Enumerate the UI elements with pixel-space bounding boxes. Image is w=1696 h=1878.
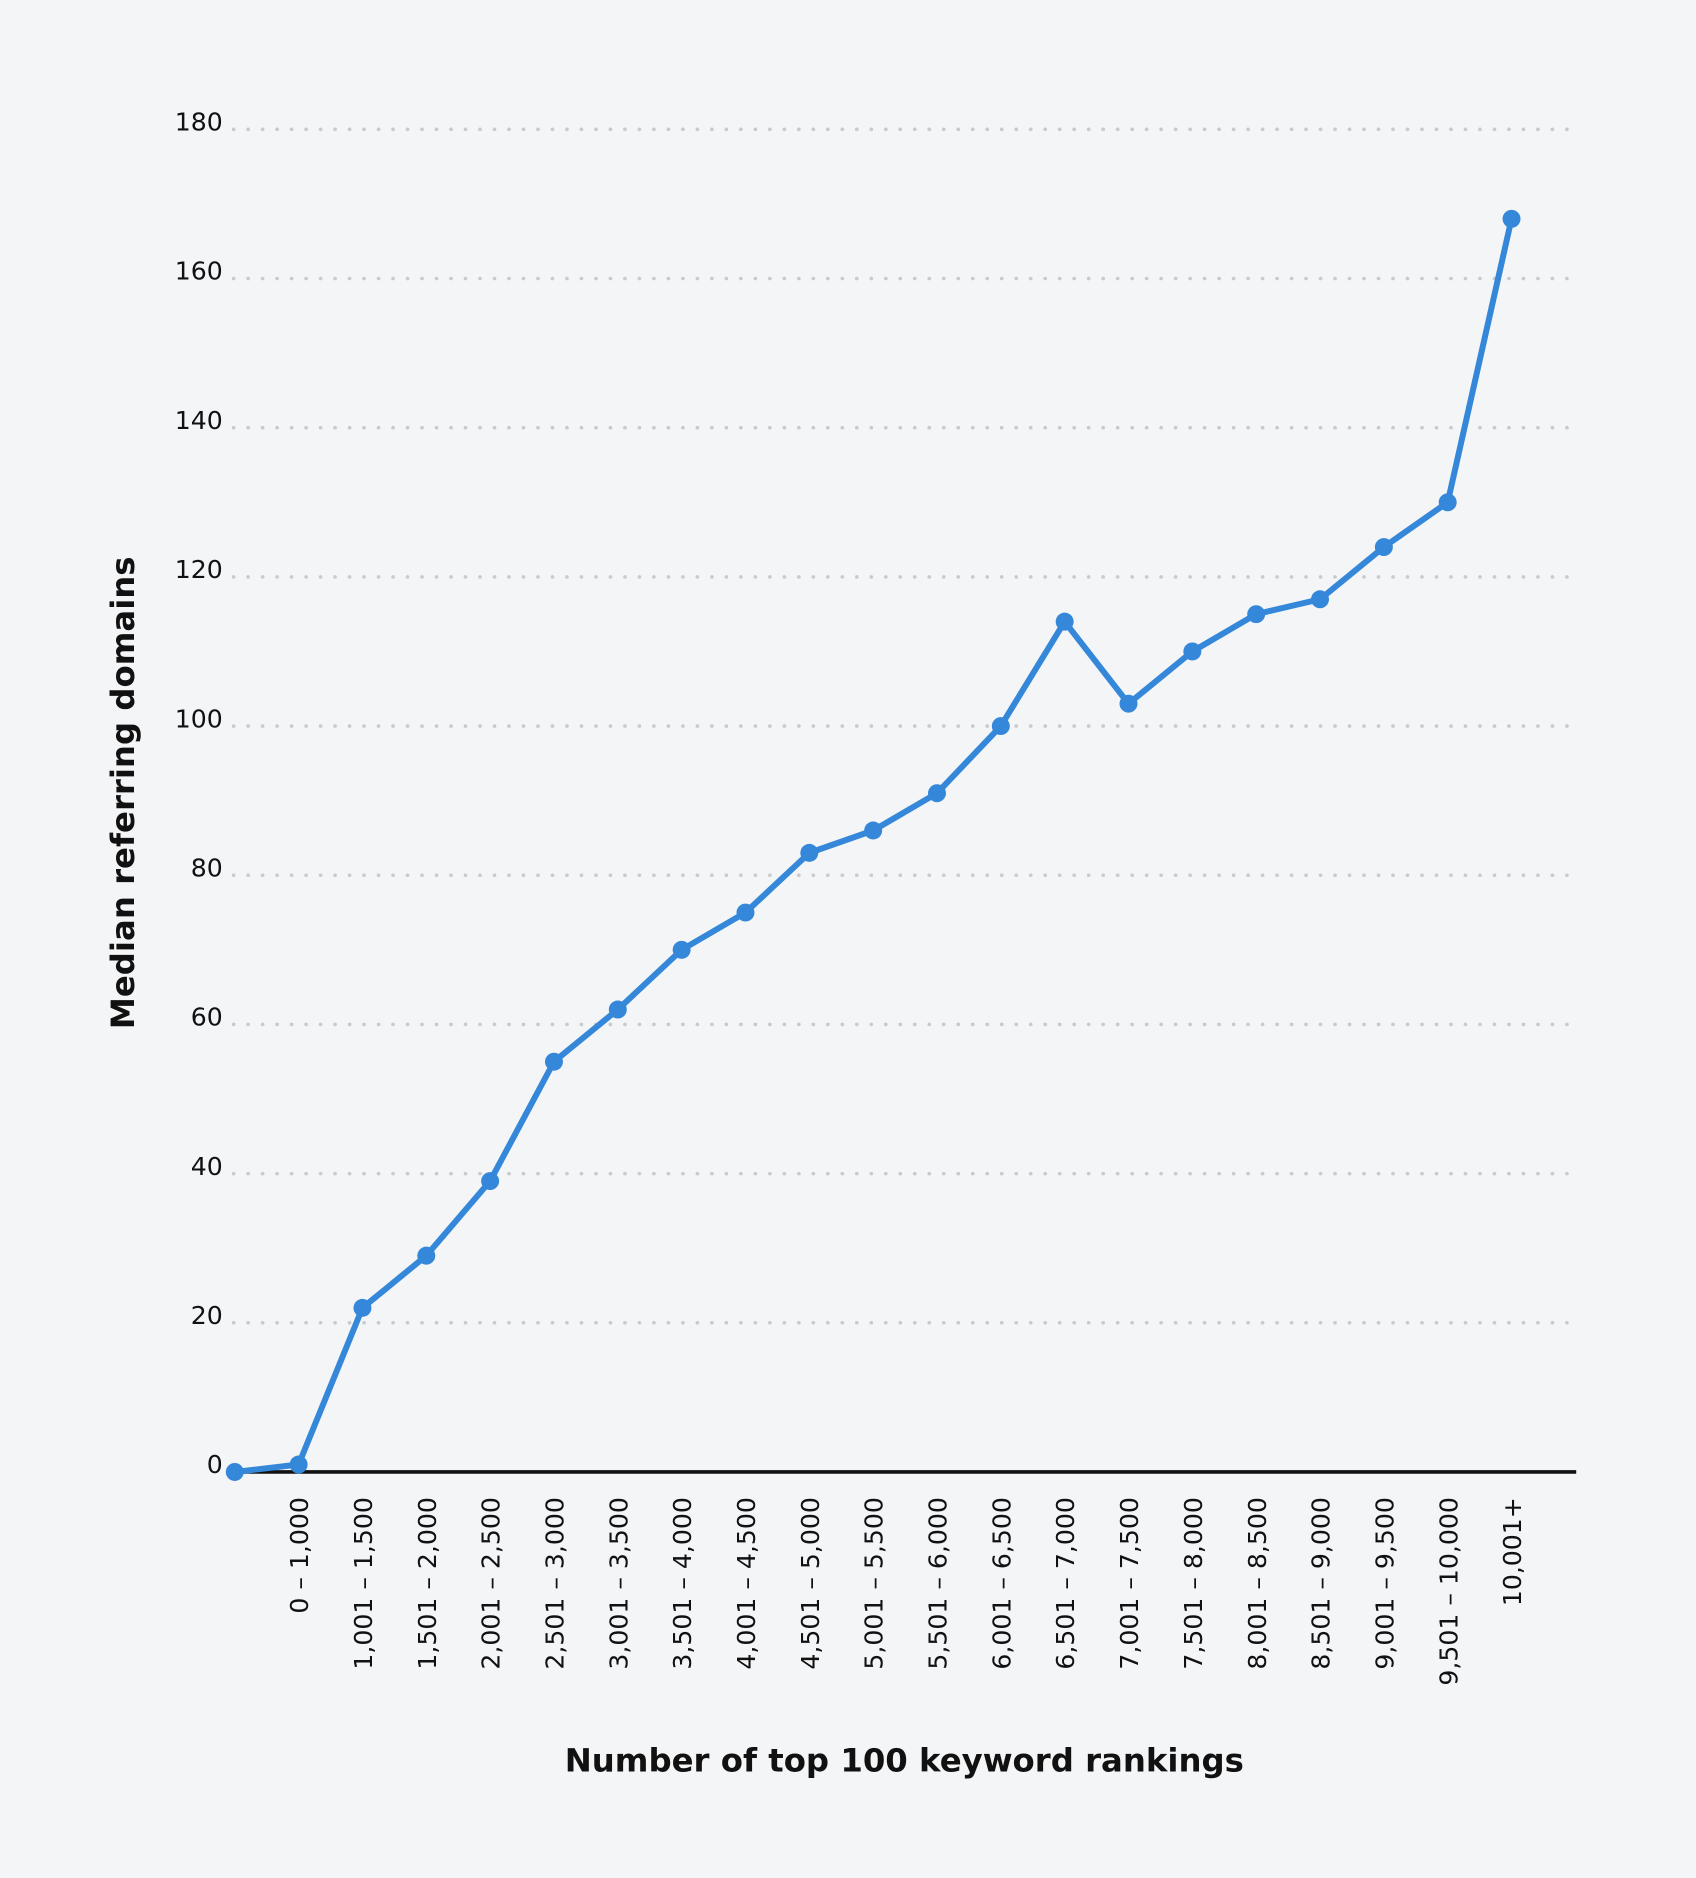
x-tick-label: 9,001 – 9,500 [1370,1497,1399,1669]
x-tick-label: 2,501 – 3,000 [541,1497,570,1669]
data-point [1183,642,1202,661]
data-point [289,1455,308,1474]
y-tick-label: 60 [191,1003,223,1032]
y-tick-label: 0 [207,1450,223,1479]
data-point [864,821,883,840]
data-point [1311,590,1329,609]
x-tick-label: 2,001 – 2,500 [477,1497,506,1669]
data-point [736,903,755,922]
x-tick-label: 1,001 – 1,500 [349,1497,378,1669]
data-point [672,940,691,959]
data-point [353,1298,372,1317]
x-axis-ticks: 0 – 1,000 1,001 – 1,500 1,501 – 2,000 2,001… [285,1497,1527,1685]
x-tick-label: 8,501 – 9,000 [1307,1497,1336,1669]
x-tick-label: 5,001 – 5,500 [860,1497,889,1669]
data-point [1502,209,1521,228]
x-tick-label: 6,001 – 6,500 [987,1497,1016,1669]
data-point [1119,694,1138,713]
data-point [991,717,1010,736]
x-tick-label: 4,501 – 5,000 [796,1497,825,1669]
x-tick-label: 6,501 – 7,000 [1051,1497,1080,1669]
x-tick-label: 0 – 1,000 [285,1497,314,1614]
x-tick-label: 3,501 – 4,000 [668,1497,697,1669]
y-tick-label: 40 [191,1152,223,1181]
y-tick-label: 140 [175,406,223,435]
x-tick-label: 5,501 – 6,000 [924,1497,953,1669]
data-point [928,784,946,803]
data-point [417,1246,436,1265]
data-point [1374,538,1393,557]
y-tick-label: 120 [175,555,223,584]
x-tick-label: 7,501 – 8,000 [1179,1497,1208,1669]
y-tick-label: 160 [175,257,223,286]
data-point [1438,493,1457,512]
data-points [225,209,1521,1481]
x-tick-label: 7,001 – 7,500 [1115,1497,1144,1669]
y-axis-title: Median referring domains [104,556,142,1029]
x-tick-label: 1,501 – 2,000 [413,1497,442,1669]
data-point [481,1172,500,1191]
x-tick-label: 4,001 – 4,500 [732,1497,761,1669]
x-axis-title: Number of top 100 keyword rankings [565,1741,1244,1779]
x-tick-label: 3,001 – 3,500 [604,1497,633,1669]
y-tick-label: 20 [191,1301,223,1330]
data-point [544,1052,563,1071]
x-tick-label: 9,501 – 10,000 [1434,1497,1463,1685]
series-line [234,218,1515,1475]
data-point [1055,612,1074,631]
data-point [225,1462,244,1481]
y-axis-ticks: 0 20 40 60 80 100 120 140 160 180 [175,108,223,1480]
x-tick-label: 8,001 – 8,500 [1243,1497,1272,1669]
data-point [800,843,819,862]
y-tick-label: 180 [175,108,223,137]
data-point [608,1000,627,1019]
y-tick-label: 100 [175,704,223,733]
x-tick-label: 10,001+ [1498,1497,1527,1606]
gridlines [231,127,1579,1325]
y-tick-label: 80 [191,853,223,882]
data-point [1247,605,1266,624]
